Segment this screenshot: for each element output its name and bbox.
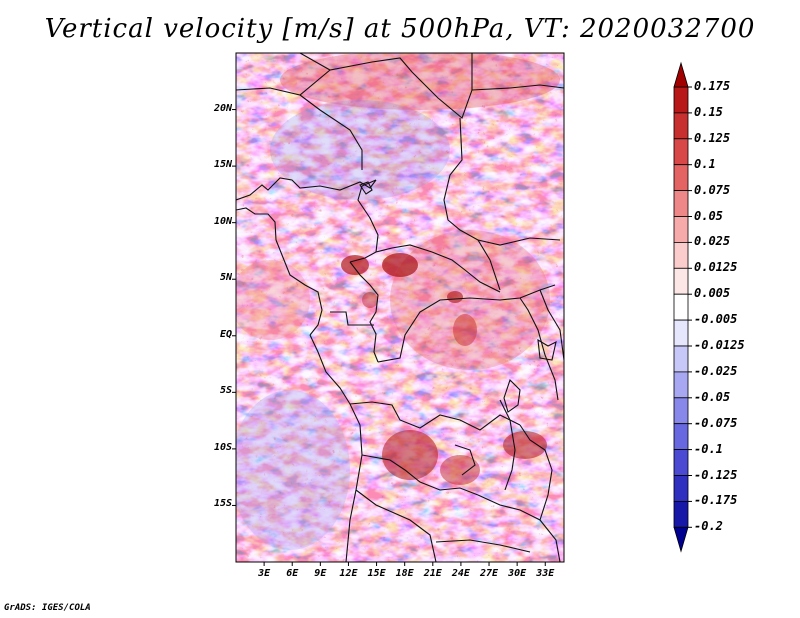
colorbar-box — [673, 423, 689, 451]
colorbar-box — [673, 397, 689, 425]
lat-label: 15S — [213, 498, 232, 510]
colorbar-level-label: 0.025 — [694, 234, 731, 249]
lon-label: 21E — [423, 568, 442, 579]
lon-label: 9E — [314, 568, 327, 579]
colorbar-box — [673, 371, 689, 399]
colorbar-box — [673, 241, 689, 269]
colorbar-box — [673, 190, 689, 217]
lat-label: 20N — [213, 102, 232, 114]
colorbar-level-label: 0.15 — [694, 104, 723, 119]
lon-label: 30E — [508, 568, 527, 579]
lon-label: 6E — [286, 568, 299, 579]
colorbar-box — [673, 112, 689, 140]
colorbar-level-label: -0.1 — [694, 441, 723, 456]
colorbar-box — [673, 86, 689, 114]
longitude-ticks — [263, 562, 546, 566]
colorbar-level-label: 0.125 — [694, 130, 731, 145]
colorbar-level-label: 0.05 — [694, 208, 723, 223]
colorbar-box — [673, 216, 689, 243]
plot-frame — [235, 52, 565, 563]
colorbar-level-label: -0.005 — [694, 312, 738, 327]
colorbar — [673, 61, 692, 553]
colorbar-box — [673, 500, 689, 528]
colorbar-box — [673, 475, 689, 502]
colorbar-level-label: 0.175 — [694, 79, 731, 93]
colorbar-level-label: -0.175 — [694, 493, 738, 508]
colorbar-level-label: 0.0125 — [694, 260, 738, 275]
lat-label: 5N — [219, 272, 232, 284]
lon-label: 33E — [536, 568, 555, 579]
latitude-ticks — [232, 109, 236, 506]
colorbar-box — [673, 319, 689, 347]
colorbar-max-arrow — [673, 61, 689, 88]
lon-label: 12E — [339, 568, 358, 579]
borders — [236, 53, 564, 562]
lat-label: 10N — [213, 215, 232, 227]
lon-label: 15E — [367, 568, 386, 579]
plot-area — [236, 53, 564, 562]
colorbar-level-label: -0.025 — [694, 363, 738, 378]
colorbar-level-label: -0.125 — [694, 467, 738, 482]
colorbar-box — [673, 293, 689, 321]
lat-label: 10S — [213, 441, 232, 453]
grads-credit: GrADS: IGES/COLA — [4, 603, 91, 613]
chart-title: Vertical velocity [m/s] at 500hPa, VT: 2… — [44, 14, 756, 44]
colorbar-min-arrow — [673, 526, 689, 553]
colorbar-box — [673, 449, 689, 476]
colorbar-level-label: -0.05 — [694, 389, 731, 404]
colorbar-level-label: 0.1 — [694, 156, 716, 171]
colorbar-box — [673, 164, 689, 191]
lat-label: 5S — [219, 385, 232, 397]
lon-label: 3E — [258, 568, 271, 579]
colorbar-level-label: -0.075 — [694, 415, 738, 430]
colorbar-level-label: 0.005 — [694, 286, 731, 301]
colorbar-level-label: 0.075 — [694, 182, 731, 197]
lat-label: EQ — [219, 328, 232, 340]
lon-label: 24E — [451, 568, 470, 579]
colorbar-box — [673, 267, 689, 295]
lon-label: 27E — [479, 568, 499, 579]
colorbar-box — [673, 345, 689, 373]
lat-label: 15N — [213, 159, 232, 171]
colorbar-level-label: -0.2 — [694, 519, 723, 534]
colorbar-box — [673, 138, 689, 166]
lon-label: 18E — [395, 568, 414, 579]
colorbar-level-label: -0.0125 — [694, 338, 745, 352]
speckle-texture — [236, 53, 564, 562]
